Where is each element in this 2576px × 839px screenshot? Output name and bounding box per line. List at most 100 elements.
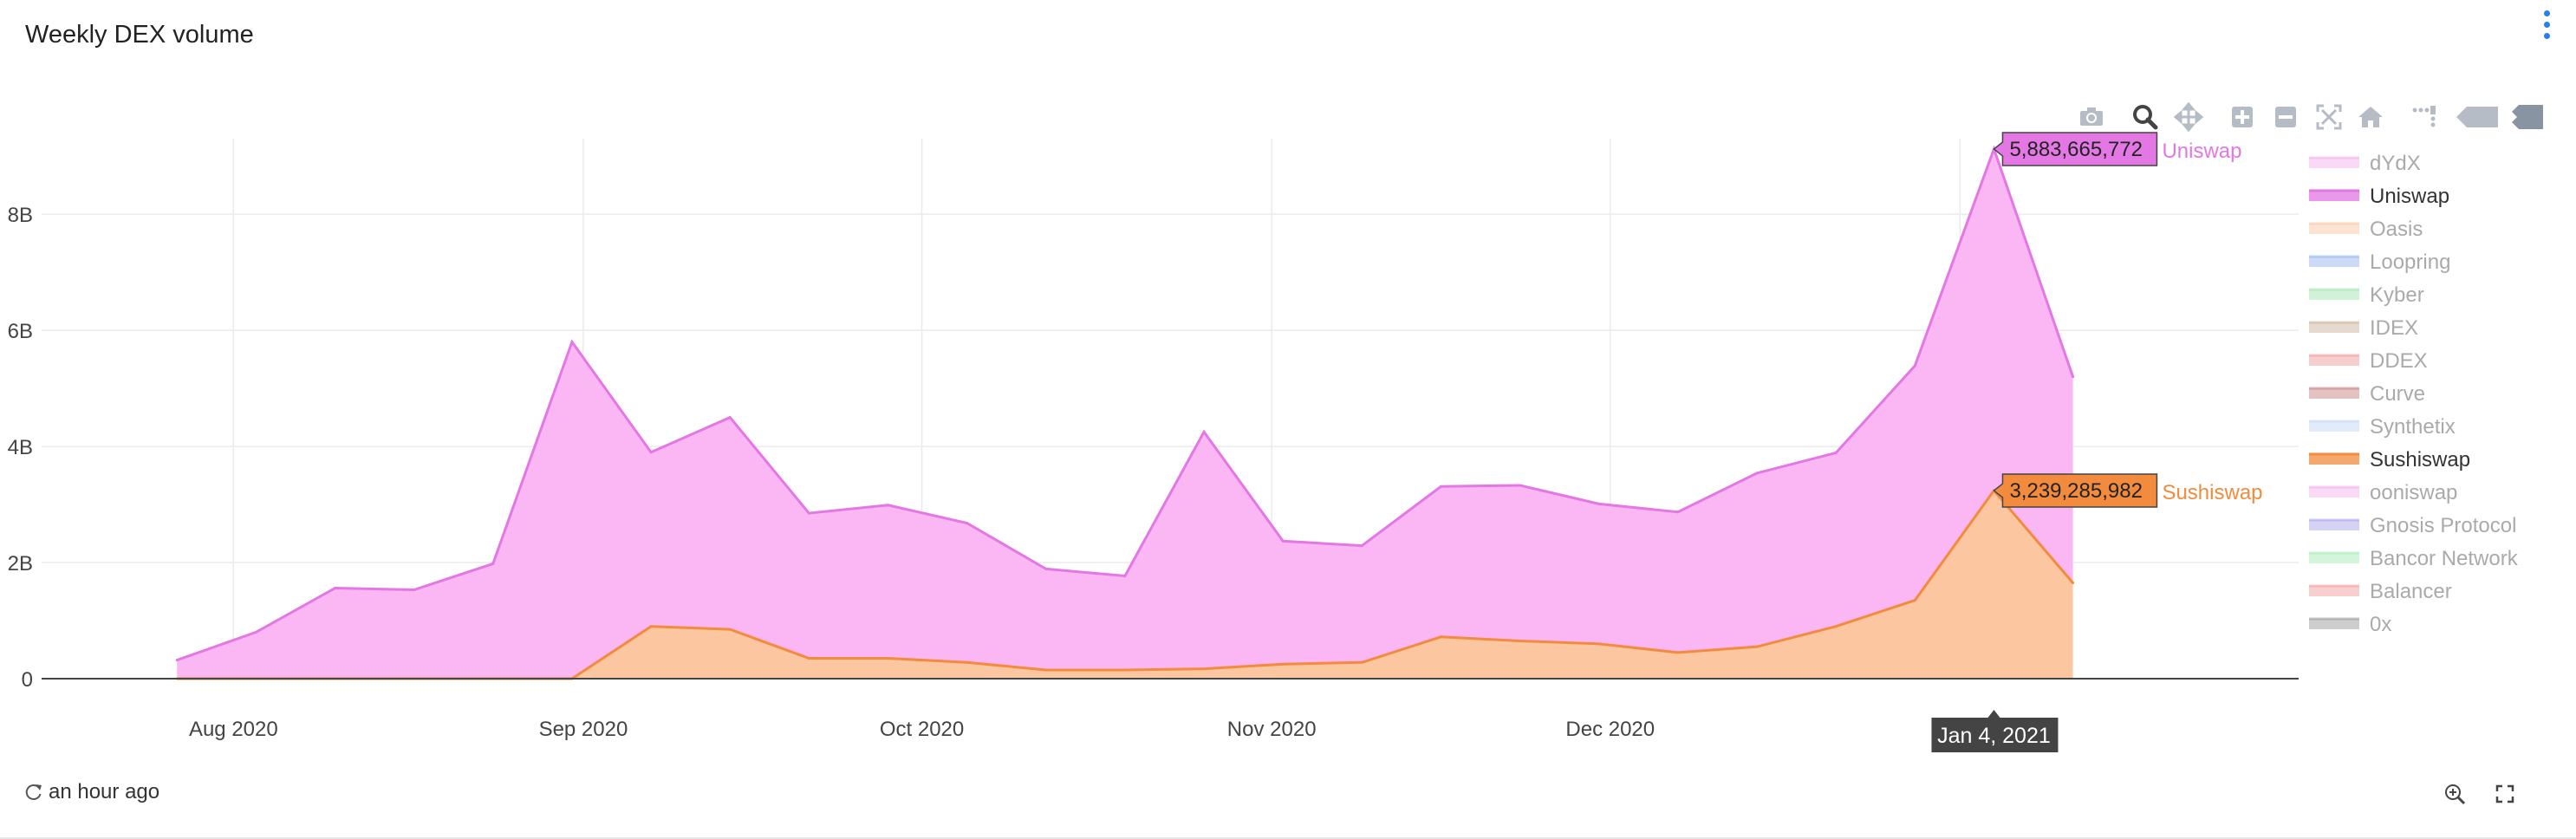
y-tick-label: 4B — [8, 436, 33, 459]
legend-swatch — [2309, 421, 2359, 432]
hover-x-text: Jan 4, 2021 — [1937, 724, 2051, 748]
point-uniswap — [1281, 539, 1285, 543]
point-uniswap — [491, 562, 495, 565]
legend-item-gnosis-protocol[interactable]: Gnosis Protocol — [2309, 514, 2516, 537]
legend-item-ooniswap[interactable]: ooniswap — [2309, 481, 2457, 504]
point-uniswap — [1123, 574, 1127, 577]
refresh-time: an hour ago — [49, 780, 160, 803]
legend-item-loopring[interactable]: Loopring — [2309, 250, 2450, 274]
legend-swatch — [2309, 191, 2359, 201]
point-sushiswap — [2072, 581, 2075, 584]
legend-item-bancor-network[interactable]: Bancor Network — [2309, 547, 2519, 570]
autoscale-icon[interactable] — [2314, 102, 2345, 133]
point-sushiswap — [1597, 642, 1601, 646]
point-uniswap — [1439, 485, 1442, 488]
refresh-icon[interactable] — [24, 783, 43, 802]
y-tick-label: 8B — [8, 204, 33, 227]
hover-x-label: Jan 4, 2021 — [1931, 710, 2059, 752]
point-sushiswap — [1360, 660, 1363, 664]
legend-label: Uniswap — [2370, 185, 2449, 208]
point-sushiswap — [807, 657, 810, 660]
point-uniswap — [1913, 364, 1916, 367]
point-uniswap — [254, 630, 257, 634]
point-sushiswap — [887, 657, 889, 660]
legend-item-curve[interactable]: Curve — [2309, 382, 2425, 406]
point-uniswap — [1202, 430, 1206, 433]
legend-swatch — [2309, 487, 2359, 498]
camera-icon[interactable] — [2077, 102, 2108, 133]
point-sushiswap — [1913, 599, 1916, 602]
fullscreen-icon[interactable] — [2493, 782, 2517, 806]
point-uniswap — [1044, 567, 1048, 570]
last-refreshed: an hour ago — [24, 780, 159, 804]
legend-swatch — [2309, 553, 2359, 563]
legend-swatch — [2309, 224, 2359, 234]
point-uniswap — [1834, 451, 1838, 454]
legend-swatch — [2309, 355, 2359, 366]
zoom-icon[interactable] — [2130, 102, 2162, 133]
legend-item-oasis[interactable]: Oasis — [2309, 218, 2423, 241]
hover-label-box — [1993, 132, 2158, 166]
legend-item-balancer[interactable]: Balancer — [2309, 580, 2452, 603]
point-sushiswap — [1044, 668, 1048, 672]
point-uniswap — [728, 416, 732, 420]
point-sushiswap — [966, 660, 969, 664]
legend-label: DDEX — [2370, 349, 2428, 373]
chart-title: Weekly DEX volume — [25, 21, 254, 49]
point-sushiswap — [1202, 667, 1206, 671]
legend-label: Synthetix — [2370, 415, 2456, 439]
point-uniswap — [1519, 484, 1522, 487]
zoom-in-icon[interactable] — [2228, 102, 2259, 133]
hover-label-box — [1993, 473, 2158, 508]
legend-item-kyber[interactable]: Kyber — [2309, 283, 2424, 307]
point-uniswap — [887, 504, 889, 507]
pan-icon[interactable] — [2173, 101, 2205, 133]
legend-swatch — [2309, 454, 2359, 465]
hover-closest-icon[interactable] — [2455, 102, 2500, 133]
zoom-to-fit-icon[interactable] — [2443, 782, 2467, 806]
legend-label: Sushiswap — [2370, 448, 2470, 472]
point-sushiswap — [1519, 639, 1522, 642]
point-sushiswap — [1439, 635, 1442, 639]
legend-item-idex[interactable]: IDEX — [2309, 316, 2418, 340]
y-tick-label: 0 — [22, 668, 33, 692]
legend-label: dYdX — [2370, 152, 2421, 175]
legend-label: Balancer — [2370, 580, 2452, 603]
legend-item-ddex[interactable]: DDEX — [2309, 349, 2428, 373]
hover-x-box — [1931, 718, 2059, 752]
x-tick-label: Oct 2020 — [880, 718, 964, 741]
point-sushiswap — [1123, 668, 1127, 672]
x-tick-label: Nov 2020 — [1227, 718, 1317, 741]
x-tick-label: Dec 2020 — [1565, 718, 1655, 741]
legend-label: 0x — [2370, 613, 2391, 636]
hover-value: 5,883,665,772 — [2009, 138, 2142, 161]
legend-item-sushiswap[interactable]: Sushiswap — [2309, 448, 2470, 472]
legend-item-synthetix[interactable]: Synthetix — [2309, 415, 2456, 439]
legend-swatch — [2309, 388, 2359, 399]
legend-label: IDEX — [2370, 316, 2418, 340]
hover-label-uniswap: 5,883,665,772 Uniswap — [1993, 132, 2242, 166]
point-sushiswap — [1755, 645, 1759, 648]
point-sushiswap — [1281, 662, 1285, 666]
point-uniswap — [334, 587, 337, 590]
legend-item-dydx[interactable]: dYdX — [2309, 152, 2421, 175]
legend-swatch — [2309, 289, 2359, 300]
point-uniswap — [1360, 544, 1363, 548]
legend-label: ooniswap — [2370, 481, 2457, 504]
hover-label-sushiswap: 3,239,285,982 Sushiswap — [1993, 473, 2263, 508]
reset-axes-icon[interactable] — [2356, 102, 2387, 133]
point-sushiswap — [728, 628, 732, 631]
y-tick-label: 2B — [8, 552, 33, 576]
legend-item-uniswap[interactable]: Uniswap — [2309, 185, 2449, 208]
hover-compare-icon[interactable] — [2510, 102, 2545, 133]
zoom-out-icon[interactable] — [2271, 102, 2302, 133]
more-options-icon[interactable] — [2541, 9, 2552, 42]
point-sushiswap — [1676, 651, 1680, 654]
legend-swatch — [2309, 322, 2359, 333]
legend-swatch — [2309, 158, 2359, 168]
legend-item-0x[interactable]: 0x — [2309, 613, 2391, 636]
y-tick-label: 6B — [8, 320, 33, 343]
spike-lines-icon[interactable] — [2410, 102, 2441, 133]
point-sushiswap — [649, 625, 653, 628]
